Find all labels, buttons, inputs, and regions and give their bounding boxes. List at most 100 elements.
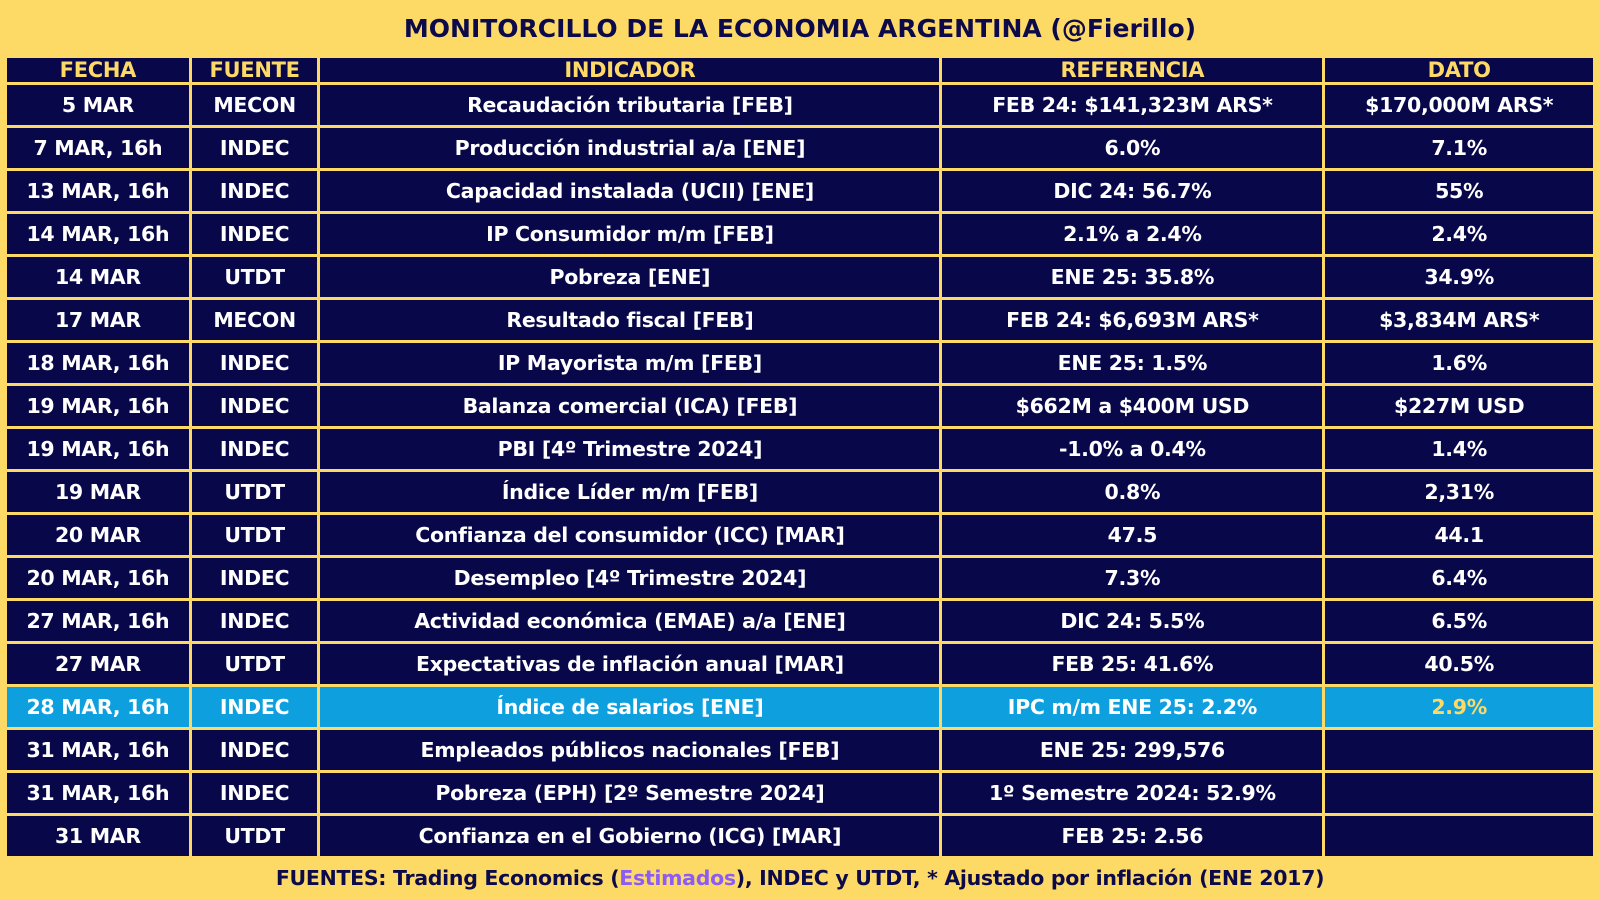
cell-referencia: DIC 24: 5.5% xyxy=(942,601,1323,641)
cell-fuente: UTDT xyxy=(191,472,318,512)
table-body: 5 MAR MECON Recaudación tributaria [FEB] FE… xyxy=(7,85,1593,856)
cell-indicador: Pobreza (EPH) [2º Semestre 2024] xyxy=(320,773,940,813)
cell-fuente: INDEC xyxy=(191,343,318,383)
cell-indicador: Recaudación tributaria [FEB] xyxy=(320,85,940,125)
table-row: 27 MAR, 16h INDEC Actividad económica (EMA… xyxy=(7,601,1593,641)
footer-prefix: FUENTES: Trading Economics ( xyxy=(275,866,620,890)
cell-referencia: 47.5 xyxy=(942,515,1323,555)
cell-fecha: 13 MAR, 16h xyxy=(7,171,189,211)
cell-dato: $227M USD xyxy=(1325,386,1593,426)
cell-dato: 7.1% xyxy=(1325,128,1593,168)
cell-indicador: Capacidad instalada (UCII) [ENE] xyxy=(320,171,940,211)
cell-fecha: 17 MAR xyxy=(7,300,189,340)
footer-estimados-legend: Estimados xyxy=(619,866,736,890)
cell-fecha: 20 MAR, 16h xyxy=(7,558,189,598)
cell-indicador: PBI [4º Trimestre 2024] xyxy=(320,429,940,469)
cell-fecha: 27 MAR, 16h xyxy=(7,601,189,641)
cell-fecha: 20 MAR xyxy=(7,515,189,555)
cell-indicador: Confianza del consumidor (ICC) [MAR] xyxy=(320,515,940,555)
cell-fuente: INDEC xyxy=(191,558,318,598)
cell-fecha: 7 MAR, 16h xyxy=(7,128,189,168)
sources-footer: FUENTES: Trading Economics (Estimados), … xyxy=(0,860,1600,896)
cell-fecha: 18 MAR, 16h xyxy=(7,343,189,383)
cell-indicador: Índice Líder m/m [FEB] xyxy=(320,472,940,512)
cell-fuente: INDEC xyxy=(191,773,318,813)
cell-fuente: INDEC xyxy=(191,687,318,727)
cell-indicador: Desempleo [4º Trimestre 2024] xyxy=(320,558,940,598)
table-row: 28 MAR, 16h INDEC Índice de salarios [ENE]… xyxy=(7,687,1593,727)
cell-fuente: INDEC xyxy=(191,601,318,641)
cell-dato: 55% xyxy=(1325,171,1593,211)
cell-indicador: IP Consumidor m/m [FEB] xyxy=(320,214,940,254)
cell-referencia: 0.8% xyxy=(942,472,1323,512)
cell-dato: 6.4% xyxy=(1325,558,1593,598)
cell-fuente: INDEC xyxy=(191,214,318,254)
cell-fecha: 5 MAR xyxy=(7,85,189,125)
table-row: 31 MAR, 16h INDEC Empleados públicos nacio… xyxy=(7,730,1593,770)
table-row: 7 MAR, 16h INDEC Producción industrial a/a… xyxy=(7,128,1593,168)
cell-fecha: 31 MAR, 16h xyxy=(7,730,189,770)
cell-fecha: 19 MAR, 16h xyxy=(7,386,189,426)
cell-dato xyxy=(1325,730,1593,770)
cell-referencia: IPC m/m ENE 25: 2.2% xyxy=(942,687,1323,727)
table-row: 13 MAR, 16h INDEC Capacidad instalada (UCI… xyxy=(7,171,1593,211)
cell-fuente: INDEC xyxy=(191,429,318,469)
cell-indicador: Pobreza [ENE] xyxy=(320,257,940,297)
cell-referencia: ENE 25: 299,576 xyxy=(942,730,1323,770)
cell-referencia: 2.1% a 2.4% xyxy=(942,214,1323,254)
cell-dato: 40.5% xyxy=(1325,644,1593,684)
cell-indicador: IP Mayorista m/m [FEB] xyxy=(320,343,940,383)
cell-fuente: UTDT xyxy=(191,515,318,555)
table-row: 19 MAR, 16h INDEC Balanza comercial (ICA) … xyxy=(7,386,1593,426)
cell-indicador: Confianza en el Gobierno (ICG) [MAR] xyxy=(320,816,940,856)
table-row: 17 MAR MECON Resultado fiscal [FEB] FEB 24:… xyxy=(7,300,1593,340)
column-header-fuente: FUENTE xyxy=(191,58,318,82)
table-row: 27 MAR UTDT Expectativas de inflación anua… xyxy=(7,644,1593,684)
cell-fuente: MECON xyxy=(191,300,318,340)
cell-referencia: FEB 24: $141,323M ARS* xyxy=(942,85,1323,125)
cell-indicador: Resultado fiscal [FEB] xyxy=(320,300,940,340)
table-row: 5 MAR MECON Recaudación tributaria [FEB] FE… xyxy=(7,85,1593,125)
cell-fecha: 14 MAR, 16h xyxy=(7,214,189,254)
table-row: 14 MAR, 16h INDEC IP Consumidor m/m [FEB] 2… xyxy=(7,214,1593,254)
cell-fuente: INDEC xyxy=(191,730,318,770)
table-header-row: FECHA FUENTE INDICADOR REFERENCIA DATO xyxy=(7,58,1593,82)
cell-fuente: UTDT xyxy=(191,257,318,297)
cell-fecha: 31 MAR xyxy=(7,816,189,856)
cell-dato: $170,000M ARS* xyxy=(1325,85,1593,125)
table-row: 31 MAR, 16h INDEC Pobreza (EPH) [2º Semest… xyxy=(7,773,1593,813)
column-header-fecha: FECHA xyxy=(7,58,189,82)
table-row: 20 MAR, 16h INDEC Desempleo [4º Trimestre … xyxy=(7,558,1593,598)
table-row: 20 MAR UTDT Confianza del consumidor (ICC)… xyxy=(7,515,1593,555)
cell-referencia: FEB 24: $6,693M ARS* xyxy=(942,300,1323,340)
cell-indicador: Índice de salarios [ENE] xyxy=(320,687,940,727)
cell-dato: 34.9% xyxy=(1325,257,1593,297)
page-title: MONITORCILLO DE LA ECONOMIA ARGENTINA (@… xyxy=(403,13,1197,43)
cell-referencia: DIC 24: 56.7% xyxy=(942,171,1323,211)
cell-fuente: INDEC xyxy=(191,171,318,211)
column-header-dato: DATO xyxy=(1325,58,1593,82)
cell-referencia: 7.3% xyxy=(942,558,1323,598)
cell-fecha: 19 MAR, 16h xyxy=(7,429,189,469)
cell-fecha: 31 MAR, 16h xyxy=(7,773,189,813)
cell-fecha: 14 MAR xyxy=(7,257,189,297)
cell-fuente: UTDT xyxy=(191,644,318,684)
cell-indicador: Actividad económica (EMAE) a/a [ENE] xyxy=(320,601,940,641)
cell-referencia: -1.0% a 0.4% xyxy=(942,429,1323,469)
cell-dato: 2.4% xyxy=(1325,214,1593,254)
cell-fecha: 27 MAR xyxy=(7,644,189,684)
cell-dato: 1.4% xyxy=(1325,429,1593,469)
cell-dato: 44.1 xyxy=(1325,515,1593,555)
cell-dato xyxy=(1325,816,1593,856)
table-row: 18 MAR, 16h INDEC IP Mayorista m/m [FEB] EN… xyxy=(7,343,1593,383)
cell-dato: 6.5% xyxy=(1325,601,1593,641)
cell-fecha: 28 MAR, 16h xyxy=(7,687,189,727)
cell-referencia: ENE 25: 1.5% xyxy=(942,343,1323,383)
cell-referencia: 1º Semestre 2024: 52.9% xyxy=(942,773,1323,813)
cell-indicador: Producción industrial a/a [ENE] xyxy=(320,128,940,168)
cell-referencia: ENE 25: 35.8% xyxy=(942,257,1323,297)
column-header-indicador: INDICADOR xyxy=(320,58,940,82)
cell-indicador: Empleados públicos nacionales [FEB] xyxy=(320,730,940,770)
footer-suffix: ), INDEC y UTDT, * Ajustado por inflació… xyxy=(735,866,1325,890)
